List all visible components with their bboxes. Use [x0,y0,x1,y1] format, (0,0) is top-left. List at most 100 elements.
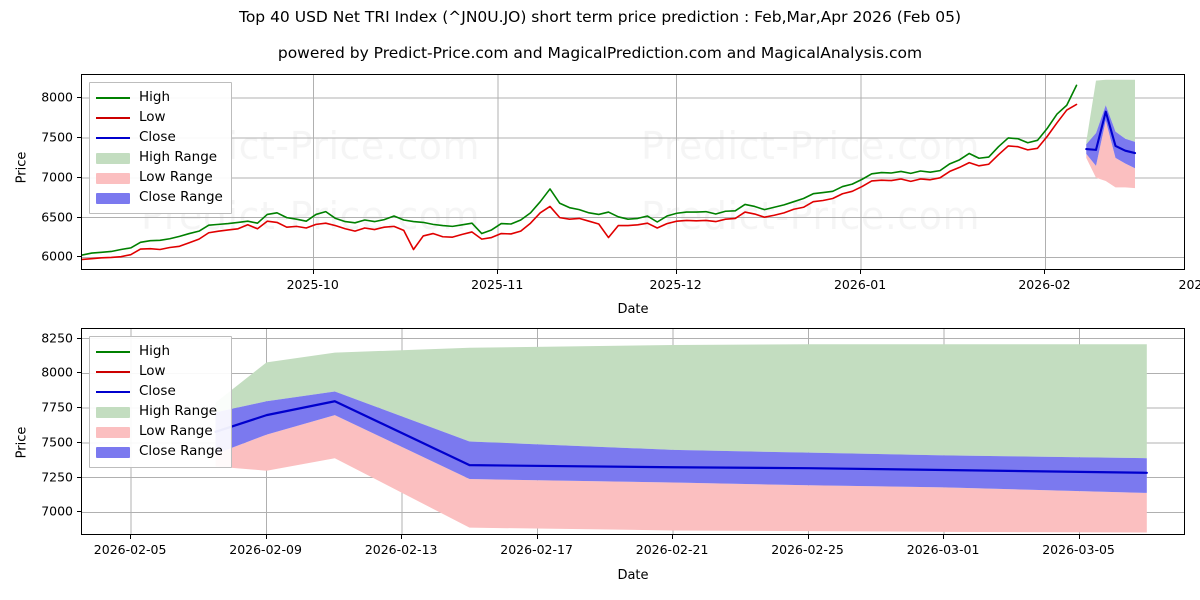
x-axis-tick-label: 2026-03 [1178,277,1200,292]
y-axis-tick-mark [77,176,81,178]
overview-chart-svg [82,75,1184,269]
y-axis-tick-mark [77,511,81,513]
zoom-chart-svg [82,329,1184,534]
y-axis-tick-label: 7000 [41,169,73,185]
x-axis-tick-label: 2026-02-05 [93,542,167,557]
legend-item-label: Low Range [139,169,213,186]
y-axis-tick-mark [77,407,81,409]
x-axis-tick-label: 2026-03-01 [906,542,980,557]
y-axis-tick-label: 6000 [41,248,73,264]
legend-item[interactable]: Low Range [96,422,223,442]
chart-legend[interactable]: High Low Close High Range Low Range Close Ran… [89,82,232,214]
legend-item-label: Close [139,129,176,146]
legend-item-label: High [139,89,171,106]
zoom-plot-area [81,328,1185,535]
high-series-line [82,84,1078,256]
page-title: Top 40 USD Net TRI Index (^JN0U.JO) shor… [238,8,961,26]
page-subtitle: powered by Predict-Price.com and Magical… [277,44,923,62]
legend-item[interactable]: Low Range [96,168,223,188]
legend-item[interactable]: Close Range [96,442,223,462]
y-axis-tick-label: 7500 [41,434,73,450]
legend-line-swatch-icon [96,92,130,104]
y-axis-tick-label: 7000 [41,503,73,519]
x-axis-tick-mark [265,535,267,539]
legend-line-swatch-icon [96,132,130,144]
overview-plot-area [81,74,1185,270]
high-range-band [215,344,1147,459]
x-axis-tick-mark [860,270,862,274]
x-axis-tick-mark [401,535,403,539]
legend-item[interactable]: High [96,342,223,362]
x-axis-tick-label: 2026-02-13 [364,542,438,557]
legend-item-label: High Range [139,403,218,420]
x-axis-tick-mark [943,535,945,539]
y-axis-tick-mark [77,256,81,258]
legend-item[interactable]: Close [96,382,223,402]
legend-patch-swatch-icon [96,192,130,204]
x-axis-tick-label: 2025-10 [286,277,339,292]
legend-line-swatch-icon [96,346,130,358]
x-axis-tick-label: 2026-02-21 [635,542,709,557]
legend-line-swatch-icon [96,366,130,378]
overview-y-axis-label: Price [14,151,30,184]
y-axis-tick-mark [77,216,81,218]
legend-item-label: High Range [139,149,218,166]
low-series-line [82,103,1078,261]
close-range-band [215,391,1147,493]
y-axis-tick-label: 8000 [41,89,73,105]
legend-item[interactable]: Close [96,128,223,148]
y-axis-tick-mark [77,136,81,138]
x-axis-tick-mark [536,535,538,539]
x-axis-tick-label: 2026-01 [833,277,887,292]
y-axis-tick-mark [77,337,81,339]
y-axis-tick-label: 8000 [41,364,73,380]
overview-chart-panel: Price Date 6000 6500 7000 7500 8000 2025-10 20… [14,74,1200,317]
gridlines [82,75,1184,269]
x-axis-tick-label: 2025-12 [649,277,702,292]
legend-line-swatch-icon [96,112,130,124]
legend-patch-swatch-icon [96,152,130,164]
legend-item[interactable]: Close Range [96,188,223,208]
y-axis-tick-mark [77,441,81,443]
forecast-bands [1086,79,1135,189]
legend-item[interactable]: Low [96,108,223,128]
legend-item-label: Low [139,109,166,126]
x-axis-tick-label: 2026-02-25 [771,542,844,557]
x-axis-tick-label: 2025-11 [471,277,524,292]
legend-item[interactable]: High Range [96,402,223,422]
x-axis-tick-mark [807,535,809,539]
y-axis-tick-label: 7250 [41,469,73,485]
legend-item[interactable]: High [96,88,223,108]
chart-legend[interactable]: High Low Close High Range Low Range Close Ran… [89,336,232,468]
legend-item[interactable]: High Range [96,148,223,168]
legend-item-label: Close [139,383,176,400]
legend-item-label: Close Range [139,189,223,206]
close-series-line [1085,110,1137,155]
legend-item-label: Close Range [139,443,223,460]
legend-line-swatch-icon [96,386,130,398]
legend-item-label: Low Range [139,423,213,440]
legend-patch-swatch-icon [96,406,130,418]
y-axis-tick-mark [77,372,81,374]
x-axis-tick-mark [1044,270,1046,274]
legend-patch-swatch-icon [96,446,130,458]
x-axis-tick-label: 2026-02-17 [500,542,573,557]
x-axis-tick-mark [672,535,674,539]
legend-item-label: High [139,343,171,360]
y-axis-tick-label: 7500 [41,129,73,145]
y-axis-tick-label: 6500 [41,209,73,225]
y-axis-tick-mark [77,97,81,99]
x-axis-tick-label: 2026-02 [1018,277,1071,292]
legend-item[interactable]: Low [96,362,223,382]
zoom-chart-panel: Price Date 7000 7250 7500 7750 8000 8250 2026-… [0,320,1200,600]
x-axis-tick-label: 2026-03-05 [1042,542,1115,557]
x-axis-tick-label: 2026-02-09 [229,542,302,557]
y-axis-tick-label: 8250 [41,330,73,346]
x-axis-tick-mark [130,535,132,539]
x-axis-tick-mark [675,270,677,274]
legend-patch-swatch-icon [96,426,130,438]
legend-item-label: Low [139,363,166,380]
low-range-band [215,415,1147,533]
y-axis-tick-mark [77,476,81,478]
